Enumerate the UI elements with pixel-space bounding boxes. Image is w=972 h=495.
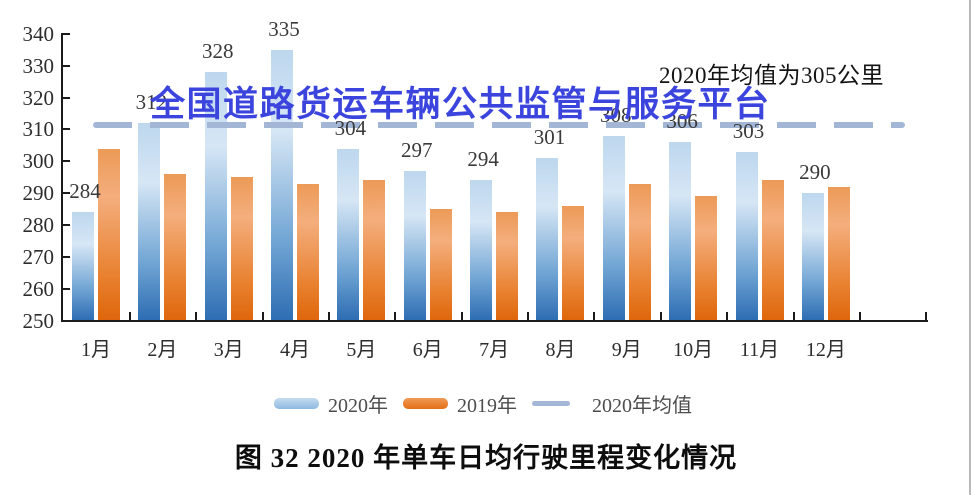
y-tick-label: 310 — [22, 117, 55, 142]
figure-caption: 图 32 2020 年单车日均行驶里程变化情况 — [234, 443, 738, 473]
screen-edge-line — [969, 0, 971, 495]
y-axis-line — [60, 33, 63, 322]
bar-2019 — [363, 180, 386, 321]
x-tick — [726, 312, 729, 320]
y-tick — [62, 192, 70, 195]
x-tick-label: 3月 — [213, 339, 244, 361]
bar-2019 — [827, 186, 850, 321]
x-tick-label: 2月 — [147, 339, 178, 361]
bar-2020 — [72, 212, 94, 321]
bar-2020 — [337, 148, 360, 321]
bar-value-label: 328 — [201, 39, 234, 64]
y-tick-label: 330 — [22, 53, 55, 78]
bar-value-label: 335 — [268, 16, 300, 41]
bar-2020 — [602, 135, 625, 321]
y-tick — [62, 128, 70, 131]
bar-2019 — [297, 183, 320, 321]
y-tick — [62, 32, 70, 35]
bar-2020 — [735, 151, 758, 321]
x-tick-label: 7月 — [479, 339, 510, 361]
mean-annotation: 2020年均值为305公里 — [659, 63, 884, 88]
x-tick-label: 11月 — [739, 339, 780, 361]
bar-2019 — [695, 196, 718, 321]
y-tick-label: 300 — [22, 149, 55, 174]
plot-area: 250 260 270 280 290 300 310 320 330 340 284 1月 312 2月… — [22, 16, 928, 361]
bar-value-label: 290 — [799, 160, 831, 185]
bar-2019 — [230, 177, 253, 321]
legend: 2020年 2019年 2020年均值 — [274, 389, 707, 418]
x-tick-label: 8月 — [545, 339, 576, 361]
x-tick — [129, 312, 131, 320]
bar-2020 — [204, 72, 227, 321]
y-tick — [62, 319, 70, 322]
y-tick — [62, 255, 70, 258]
y-tick — [62, 96, 70, 99]
y-tick — [62, 223, 70, 226]
bar-2019 — [429, 209, 452, 321]
y-tick-label: 290 — [22, 181, 55, 206]
y-tick-label: 250 — [22, 308, 55, 333]
bar-2020 — [271, 49, 294, 321]
x-tick — [394, 312, 397, 320]
x-tick — [527, 312, 530, 320]
bar-2019 — [496, 212, 519, 321]
y-tick — [62, 64, 70, 67]
bar-2020 — [470, 180, 493, 321]
mean-dashed-line — [93, 121, 905, 128]
bar-value-label: 297 — [401, 137, 433, 162]
legend-swatch-2020-icon — [274, 398, 319, 409]
x-tick — [328, 312, 331, 320]
bar-value-label: 308 — [600, 102, 632, 127]
y-tick-label: 280 — [22, 212, 55, 237]
bar-value-label: 303 — [732, 118, 765, 143]
x-tick-label: 1月 — [81, 339, 111, 361]
bar-2020 — [403, 170, 426, 321]
bar-2020 — [138, 123, 161, 321]
bar-2019 — [761, 180, 784, 321]
x-tick — [261, 312, 264, 320]
bar-value-label: 301 — [533, 125, 566, 150]
y-tick — [62, 287, 70, 290]
legend-label-mean: 2020年均值 — [592, 395, 692, 417]
x-tick — [195, 312, 198, 320]
x-tick — [460, 312, 463, 320]
bar-2019 — [164, 173, 187, 321]
legend-label-2019: 2019年 — [457, 395, 517, 417]
x-tick — [858, 312, 861, 320]
x-tick — [925, 312, 928, 320]
y-tick-label: 340 — [22, 21, 55, 46]
bar-2020 — [669, 142, 692, 321]
bar-2020 — [801, 193, 824, 321]
y-tick — [62, 160, 70, 163]
x-tick-label: 12月 — [805, 339, 846, 361]
x-tick — [792, 312, 795, 320]
bar-value-label: 284 — [69, 179, 101, 204]
legend-swatch-mean-icon — [532, 401, 570, 406]
x-tick-label: 4月 — [280, 339, 311, 361]
x-tick — [593, 312, 596, 320]
bar-value-label: 306 — [666, 109, 698, 134]
x-tick — [659, 312, 662, 320]
legend-swatch-2019-icon — [403, 398, 448, 409]
y-tick-label: 260 — [22, 276, 55, 301]
y-tick-label: 270 — [22, 244, 55, 269]
bar-2019 — [628, 183, 651, 321]
legend-label-2020: 2020年 — [328, 395, 388, 417]
bar-2019 — [562, 205, 585, 321]
bar-2019 — [98, 148, 120, 321]
bar-value-label: 304 — [334, 115, 367, 140]
bar-value-label: 312 — [135, 90, 168, 115]
bar-2020 — [536, 158, 559, 321]
x-axis-line — [60, 320, 928, 322]
x-tick-label: 5月 — [346, 339, 377, 361]
y-tick-label: 320 — [22, 85, 55, 110]
x-tick-label: 10月 — [673, 339, 714, 361]
bar-value-label: 294 — [467, 147, 499, 172]
watermark-text: 全国道路货运车辆公共监管与服务平台 — [150, 85, 771, 124]
x-tick-label: 6月 — [412, 339, 443, 361]
x-tick-label: 9月 — [611, 339, 642, 361]
